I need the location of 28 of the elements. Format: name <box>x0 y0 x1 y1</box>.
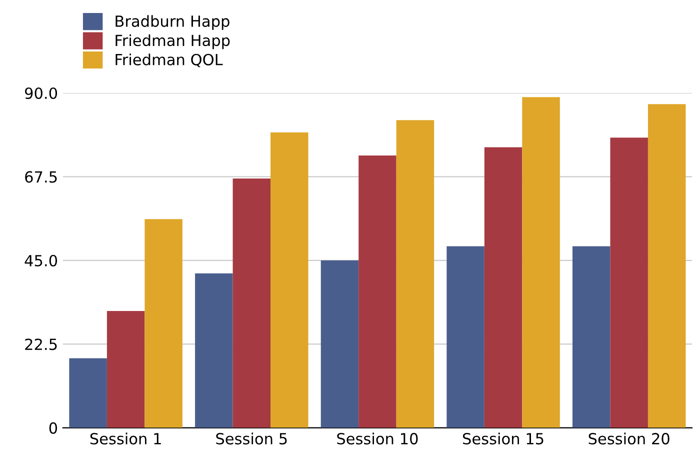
bar <box>320 260 359 428</box>
x-tick-label: Session 1 <box>90 432 161 444</box>
y-tick-label: 90.0 <box>24 87 58 100</box>
bar <box>69 358 107 428</box>
y-tick-label: 0 <box>49 422 58 434</box>
bar <box>396 120 434 428</box>
bar <box>195 273 233 428</box>
x-tick-label: Session 15 <box>462 432 544 444</box>
y-tick-label: 67.5 <box>25 171 57 183</box>
bar <box>358 155 396 428</box>
bar <box>484 147 522 428</box>
bar <box>270 132 308 428</box>
bar <box>610 138 648 428</box>
bar <box>522 97 560 428</box>
y-tick-label: 22.5 <box>25 338 57 350</box>
legend-label: Bradburn Happ <box>116 15 230 30</box>
bar <box>446 246 484 428</box>
legend-label: Friedman QOL <box>116 54 223 68</box>
x-tick-label: Session 20 <box>588 432 670 444</box>
bar <box>106 310 145 428</box>
bar <box>144 219 182 428</box>
y-tick-label: 45.0 <box>24 254 58 266</box>
legend-label: Friedman Happ <box>116 34 230 50</box>
x-tick-label: Session 5 <box>216 432 287 444</box>
bar <box>572 246 610 428</box>
bar <box>232 178 271 428</box>
x-tick-label: Session 10 <box>337 432 418 444</box>
bar <box>648 104 686 428</box>
